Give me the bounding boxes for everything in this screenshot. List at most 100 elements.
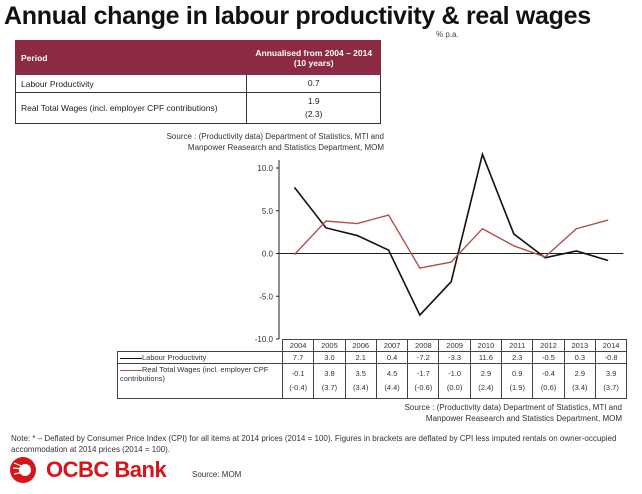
real-wages-row: Real Total Wages (incl. employer CPF con… <box>117 363 628 399</box>
data-label-alt: (-0.4) <box>289 383 308 392</box>
labour-productivity-row: Labour Productivity 7.7 3.0 2.1 0.4 -7.2 -3.3… <box>117 351 628 364</box>
year-label: 2012 <box>532 339 565 352</box>
data-table: 2004 2005 2006 2007 2008 2009 2010 2011 2012 2013… <box>117 339 628 399</box>
annualised-header-line1: Annualised from 2004 – 2014 <box>255 47 373 58</box>
data-label-main: 0.9 <box>512 369 523 378</box>
data-point <box>544 256 546 258</box>
y-tick-label: 10.0 <box>257 164 273 173</box>
legend-label: Labour Productivity <box>142 353 207 362</box>
data-point <box>450 281 452 283</box>
data-label: 11.6 <box>469 351 503 364</box>
source-line: Manpower Reasearch and Statistics Depart… <box>425 414 622 423</box>
year-label: 2008 <box>407 339 440 352</box>
data-label-main: 2.9 <box>574 369 586 378</box>
data-label: 3.9 (3.7) <box>594 363 628 399</box>
data-label: 4.5 (4.4) <box>375 363 409 399</box>
data-label: 3.0 <box>313 351 346 364</box>
data-point <box>575 250 577 252</box>
period-header: Period <box>14 40 248 75</box>
data-label-alt: (3.7) <box>603 383 619 392</box>
data-label-main: 3.8 <box>324 369 335 378</box>
page-title: Annual change in labour productivity & r… <box>4 2 591 30</box>
data-point <box>325 220 327 222</box>
source-line: Source : (Productivity data) Department … <box>404 403 622 412</box>
source-line: Source : (Productivity data) Department … <box>166 132 384 141</box>
data-label: 7.7 <box>281 351 315 364</box>
year-label: 2009 <box>438 339 471 352</box>
data-label: 2.9 (3.4) <box>563 363 596 399</box>
row-value-alt: (2.3) <box>304 109 323 119</box>
data-label-main: 3.5 <box>355 369 366 378</box>
table-row: Labour Productivity 0.7 <box>14 74 381 93</box>
data-label: 3.8 (3.7) <box>313 363 346 399</box>
data-label: 2.1 <box>344 351 377 364</box>
year-label: 2010 <box>469 339 503 352</box>
data-label: -0.4 (0.6) <box>532 363 565 399</box>
data-label: 3.5 (3.4) <box>344 363 377 399</box>
source-mom: Source: MOM <box>192 470 242 479</box>
year-label: 2005 <box>313 339 346 352</box>
data-point <box>607 259 609 261</box>
data-label: -7.2 <box>407 351 440 364</box>
data-point <box>450 261 452 263</box>
data-label: 0.3 <box>563 351 596 364</box>
data-point <box>481 228 484 230</box>
table-row: Real Total Wages (incl. employer CPF con… <box>14 92 381 124</box>
data-label: 0.4 <box>375 351 409 364</box>
data-label: 0.9 (1.9) <box>501 363 534 399</box>
y-tick-label: 5.0 <box>262 207 274 216</box>
ocbc-logo: OCBC Bank <box>8 455 167 485</box>
data-label-alt: (-0.6) <box>414 383 433 392</box>
data-label: -1.7 (-0.6) <box>407 363 440 399</box>
data-label-alt: (4.4) <box>384 383 400 392</box>
year-row: 2004 2005 2006 2007 2008 2009 2010 2011 2012 2013… <box>117 339 628 352</box>
summary-table: Period Annualised from 2004 – 2014 (10 ye… <box>14 40 381 124</box>
y-tick-label: -5.0 <box>259 292 273 301</box>
data-point <box>356 222 358 225</box>
data-label-main: 2.9 <box>480 369 492 378</box>
legend-label: Real Total Wages (incl. employer CPF con… <box>120 365 269 383</box>
series-line-real-wages <box>294 214 608 269</box>
data-label: -1.0 (0.0) <box>438 363 471 399</box>
row-label: Real Total Wages (incl. employer CPF con… <box>14 92 248 124</box>
logo-text: OCBC Bank <box>46 457 167 482</box>
source-top: Source : (Productivity data) Department … <box>160 131 384 153</box>
year-label: 2007 <box>375 339 409 352</box>
row-value-main: 1.9 <box>307 96 320 106</box>
data-label: 2.9 (2.4) <box>469 363 503 399</box>
data-label-main: -1.7 <box>416 369 430 378</box>
year-label: 2004 <box>281 339 315 352</box>
data-label-alt: (1.9) <box>509 383 525 392</box>
data-point <box>294 253 296 255</box>
legend-real-wages: Real Total Wages (incl. employer CPF con… <box>117 363 283 399</box>
data-label-main: 4.5 <box>386 369 398 378</box>
source-bottom: Source : (Productivity data) Department … <box>300 402 622 424</box>
unit-label: % p.a. <box>436 30 459 39</box>
series-line-labour-productivity <box>294 151 608 317</box>
data-point <box>325 227 327 229</box>
data-label-alt: (0.6) <box>540 383 557 392</box>
year-label: 2006 <box>344 339 377 352</box>
data-label-alt: (0.0) <box>446 383 463 392</box>
data-label: -0.1 (-0.4) <box>281 363 315 399</box>
data-label-main: -1.0 <box>448 369 462 378</box>
data-point <box>387 214 390 216</box>
year-label: 2013 <box>563 339 596 352</box>
legend-labour-productivity: Labour Productivity <box>117 351 283 364</box>
row-value: 1.9 (2.3) <box>246 92 381 124</box>
data-point <box>419 267 421 269</box>
data-label-main: -0.4 <box>542 369 555 378</box>
data-point <box>356 234 358 237</box>
year-label: 2011 <box>501 339 534 352</box>
data-label-alt: (3.7) <box>321 383 338 392</box>
data-point <box>294 187 296 189</box>
source-line: Manpower Reasearch and Statistics Depart… <box>187 143 384 152</box>
data-point <box>513 245 515 247</box>
data-label: -0.5 <box>532 351 565 364</box>
y-tick-label: 0.0 <box>262 250 274 259</box>
data-point <box>607 219 609 221</box>
data-label-main: -0.1 <box>291 369 305 378</box>
annualised-header: Annualised from 2004 – 2014 (10 years) <box>246 40 381 75</box>
summary-header-row: Period Annualised from 2004 – 2014 (10 ye… <box>14 40 381 75</box>
data-label-alt: (3.4) <box>572 383 588 392</box>
